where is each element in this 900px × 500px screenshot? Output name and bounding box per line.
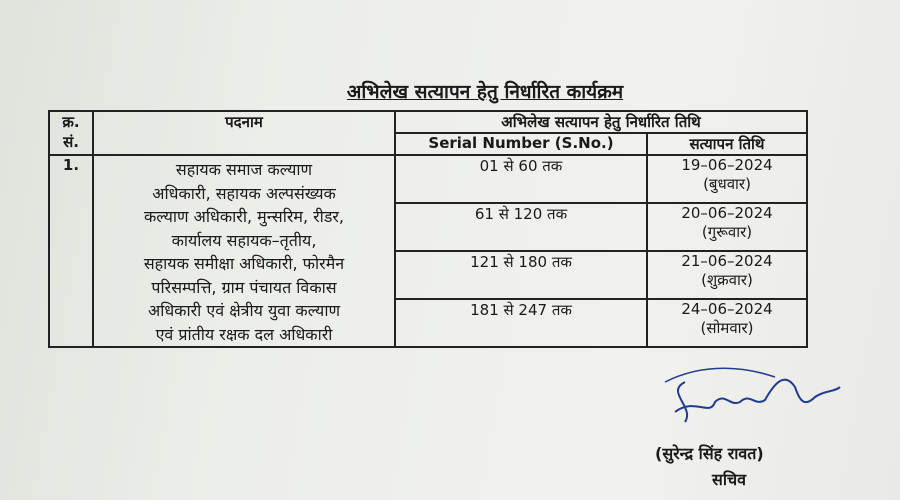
post-line: सहायक समाज कल्याण [175, 160, 313, 179]
signatory-designation: सचिव [712, 470, 747, 489]
day: (बुधवार) [703, 175, 751, 193]
cell-range: 181 से 247 तक [394, 298, 648, 348]
date: 19–06–2024 [681, 156, 773, 174]
cell-date: 24–06–2024 (सोमवार) [646, 298, 808, 348]
header-schedule: अभिलेख सत्यापन हेतु निर्धारित तिथि [394, 110, 808, 134]
date: 20–06–2024 [681, 204, 773, 222]
table-row: 121 से 180 तक 21–06–2024 (शुक्रवार) [49, 250, 808, 300]
day: (गुरूवार) [701, 223, 753, 241]
post-line: एवं प्रांतीय रक्षक दल अधिकारी [155, 324, 333, 344]
cell-sno: 1. [48, 154, 94, 348]
table-row: 61 से 120 तक 20–06–2024 (गुरूवार) [49, 202, 808, 252]
post-line: अधिकारी एवं क्षेत्रीय युवा कल्याण [147, 301, 341, 320]
post-line: कार्यालय सहायक–तृतीय, [171, 230, 317, 250]
cell-range: 01 से 60 तक [394, 154, 648, 204]
post-line: कल्याण अधिकारी, मुन्सरिम, रीडर, [143, 207, 345, 226]
header-post: पदनाम [92, 110, 396, 156]
table-row: 181 से 247 तक 24–06–2024 (सोमवार) [49, 298, 808, 348]
post-line: परिसम्पत्ति, ग्राम पंचायत विकास [151, 277, 337, 297]
day: (सोमवार) [700, 319, 754, 337]
post-line: सहायक समीक्षा अधिकारी, फोरमैन [143, 254, 345, 273]
header-sno: क्र. सं. [48, 110, 94, 156]
date: 21–06–2024 [681, 252, 773, 270]
cell-date: 21–06–2024 (शुक्रवार) [646, 250, 808, 300]
header-serial: Serial Number (S.No.) [394, 132, 648, 156]
day: (शुक्रवार) [701, 271, 753, 289]
post-line: अधिकारी, सहायक अल्पसंख्यक [152, 183, 336, 203]
signatory-name: (सुरेन्द्र सिंह रावत) [655, 444, 764, 463]
date: 24–06–2024 [681, 300, 773, 318]
document-title: अभिलेख सत्यापन हेतु निर्धारित कार्यक्रम [346, 81, 624, 103]
cell-post: सहायक समाज कल्याण अधिकारी, सहायक अल्पसंख… [92, 154, 396, 348]
cell-date: 20–06–2024 (गुरूवार) [646, 202, 808, 252]
header-date: सत्यापन तिथि [646, 132, 808, 156]
cell-date: 19–06–2024 (बुधवार) [646, 154, 808, 204]
table-row: 1. सहायक समाज कल्याण अधिकारी, सहायक अल्प… [48, 154, 808, 348]
cell-range: 121 से 180 तक [394, 250, 648, 300]
signature [664, 367, 841, 423]
cell-range: 61 से 120 तक [394, 202, 648, 252]
schedule-table: क्र. सं. पदनाम अभिलेख सत्यापन हेतु निर्ध… [48, 110, 808, 348]
